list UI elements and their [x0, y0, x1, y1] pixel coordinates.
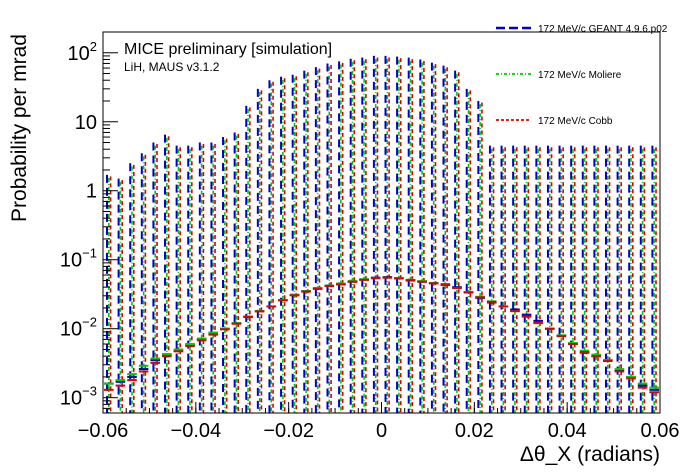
legend-label: 172 MeV/c Moliere: [538, 70, 622, 81]
legend-entry: 172 MeV/c Cobb: [496, 116, 613, 127]
legend: 172 MeV/c GEANT 4.9.6.p02 172 MeV/c Molie…: [496, 24, 668, 127]
annotation-sub: LiH, MAUS v3.1.2: [124, 60, 220, 74]
x-tick-label: 0.02: [455, 420, 494, 442]
x-tick-label: 0: [376, 420, 387, 442]
y-tick-label: 1: [86, 181, 97, 203]
legend-label: 172 MeV/c GEANT 4.9.6.p02: [538, 24, 668, 35]
y-tick-label: 10−1: [60, 246, 97, 272]
x-tick-label: 0.04: [548, 420, 587, 442]
axes-layer: −0.06 −0.04 −0.02 0 0.02 0.04 0.06 10−3 10−2 10−1…: [60, 31, 680, 442]
error-bars-layer: [106, 55, 657, 413]
legend-label: 172 MeV/c Cobb: [538, 116, 613, 127]
y-tick-label: 102: [68, 39, 97, 65]
markers-layer: [104, 276, 659, 394]
x-tick-label: −0.06: [78, 420, 129, 442]
x-tick-label: −0.02: [263, 420, 314, 442]
y-tick-label: 10−2: [60, 315, 97, 341]
x-axis-label: Δθ_X (radians): [520, 443, 660, 466]
y-tick-label: 10−3: [60, 384, 97, 410]
x-tick-label: −0.04: [171, 420, 222, 442]
legend-entry: 172 MeV/c GEANT 4.9.6.p02: [496, 24, 668, 35]
y-tick-label: 10: [75, 112, 97, 134]
annotation-main: MICE preliminary [simulation]: [124, 41, 332, 58]
legend-entry: 172 MeV/c Moliere: [496, 70, 622, 81]
y-axis-label: Probability per mrad: [8, 34, 31, 222]
plot-frame: [102, 31, 661, 414]
x-tick-label: 0.06: [641, 420, 680, 442]
